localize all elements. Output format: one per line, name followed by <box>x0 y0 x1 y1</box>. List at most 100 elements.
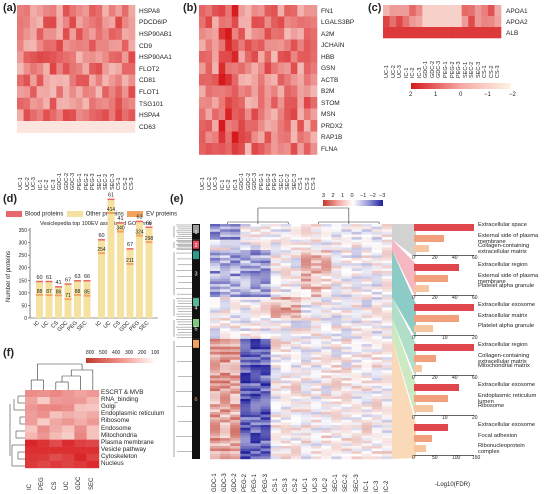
gene-label: GSN <box>321 65 336 73</box>
bar-value-bottom: 88 <box>75 289 81 295</box>
heatmap-cell <box>290 276 302 280</box>
heatmap-cell <box>331 412 342 415</box>
heatmap-cell <box>199 51 206 63</box>
gene-label: FLOT1 <box>139 89 160 96</box>
bar-ev <box>36 293 43 296</box>
heatmap-cell <box>311 417 322 421</box>
heatmap-cell <box>371 370 383 374</box>
heatmap-cell <box>270 325 281 329</box>
heatmap-b <box>199 5 318 155</box>
heatmap-cell <box>321 338 332 342</box>
heatmap-cell <box>331 406 342 410</box>
heatmap-cell <box>250 393 261 397</box>
heatmap-cell <box>280 435 292 439</box>
heatmap-cell <box>351 432 362 436</box>
heatmap-cell <box>351 268 362 272</box>
heatmap-cell <box>301 417 312 421</box>
go-bar <box>414 384 459 391</box>
heatmap-cell <box>30 121 37 133</box>
cluster-label: 4 <box>194 306 197 312</box>
heatmap-cell <box>260 231 271 235</box>
heatmap-cell <box>371 286 383 290</box>
heatmap-cell <box>270 432 281 436</box>
column-label: CS <box>51 481 58 490</box>
heatmap-cell <box>230 239 241 243</box>
heatmap-cell <box>361 359 372 363</box>
heatmap-cell <box>86 460 100 469</box>
go-row-label: Ribosome <box>101 417 130 425</box>
heatmap-cell <box>455 16 462 28</box>
category-label: CS <box>50 320 60 330</box>
heatmap-cell <box>115 86 123 99</box>
heatmap-cell <box>381 265 393 269</box>
heatmap-cell <box>290 451 302 454</box>
heatmap-cell <box>371 268 383 272</box>
bar-other <box>64 300 72 318</box>
heatmap-cell <box>250 336 261 340</box>
heatmap-cell <box>290 432 302 436</box>
heatmap-cell <box>311 244 322 248</box>
heatmap-cell <box>361 401 372 405</box>
heatmap-cell <box>301 250 312 253</box>
heatmap-cell <box>210 257 221 261</box>
heatmap-cell <box>290 341 302 345</box>
heatmap-cell <box>351 318 362 321</box>
heatmap-cell <box>220 247 231 251</box>
heatmap-cell <box>220 443 231 447</box>
heatmap-cell <box>218 143 226 155</box>
heatmap-cell <box>331 226 342 230</box>
bar-value-top: 41 <box>117 216 123 222</box>
heatmap-cell <box>331 351 342 355</box>
heatmap-cell <box>311 346 322 350</box>
heatmap-cell <box>240 432 251 436</box>
heatmap-cell <box>290 97 298 109</box>
category-label: UC <box>41 320 51 330</box>
heatmap-cell <box>321 333 332 337</box>
heatmap-cell <box>341 440 352 444</box>
heatmap-cell <box>102 39 110 52</box>
heatmap-cell <box>277 85 285 98</box>
heatmap-cell <box>311 331 322 334</box>
heatmap-cell <box>277 39 285 52</box>
heatmap-cell <box>290 435 302 439</box>
heatmap-cell <box>220 336 231 340</box>
heatmap-cell <box>422 5 430 17</box>
heatmap-cell <box>341 263 352 266</box>
heatmap-cell <box>371 362 383 366</box>
heatmap-cell <box>331 383 342 387</box>
heatmap-cell <box>321 385 332 389</box>
heatmap-cell <box>311 401 322 405</box>
heatmap-cell <box>311 383 322 387</box>
sample-label: CS-2 <box>304 177 311 190</box>
heatmap-cell <box>260 440 271 444</box>
heatmap-cell <box>230 445 241 449</box>
heatmap-cell <box>225 16 233 29</box>
heatmap-cell <box>290 286 302 290</box>
heatmap-cell <box>260 302 271 306</box>
heatmap-cell <box>260 451 271 454</box>
heatmap-cell <box>290 85 298 98</box>
heatmap-cell <box>290 328 302 332</box>
heatmap-cell <box>280 396 292 400</box>
heatmap-cell <box>210 391 221 394</box>
heatmap-cell <box>381 294 393 298</box>
heatmap-cell <box>311 278 322 282</box>
heatmap-cell <box>210 404 221 407</box>
heatmap-cell <box>381 286 393 290</box>
heatmap-cell <box>23 51 31 64</box>
heatmap-cell <box>244 85 252 98</box>
heatmap-cell <box>290 346 302 350</box>
heatmap-cell <box>301 323 312 327</box>
heatmap-cell <box>115 28 123 41</box>
heatmap-cell <box>121 121 129 133</box>
heatmap-cell <box>210 310 221 313</box>
heatmap-cell <box>230 307 241 311</box>
heatmap-cell <box>396 16 403 28</box>
heatmap-cell <box>76 51 83 64</box>
heatmap-cell <box>231 28 239 40</box>
heatmap-cell <box>225 85 233 98</box>
sample-label: UC-2 <box>206 177 213 190</box>
heatmap-cell <box>260 257 271 261</box>
heatmap-cell <box>381 341 393 345</box>
heatmap-cell <box>389 5 397 17</box>
